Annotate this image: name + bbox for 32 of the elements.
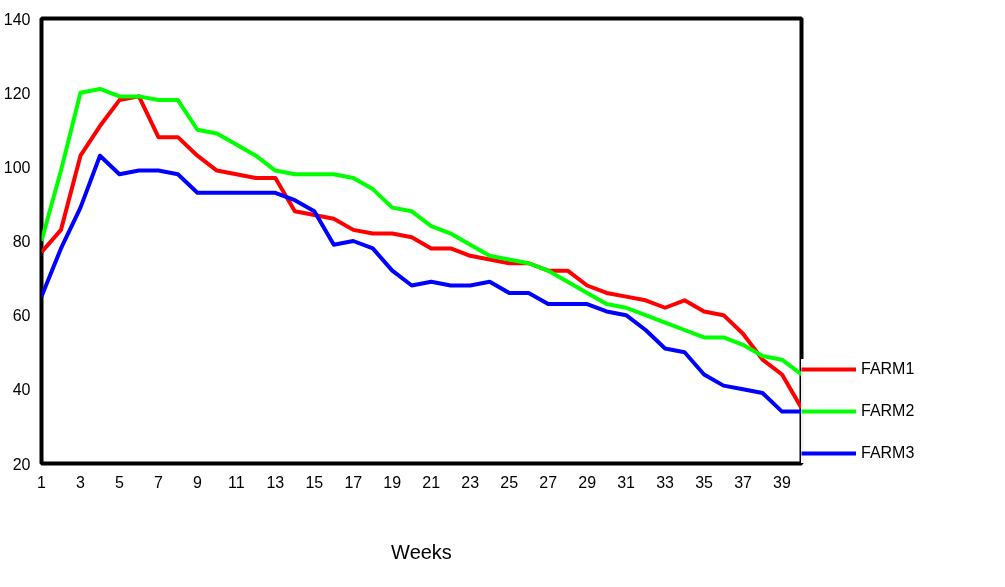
legend-label: FARM2 [861,402,915,420]
y-tick-label: 60 [12,307,31,325]
y-tick-label: 120 [3,84,31,102]
x-tick-label: 35 [695,473,714,491]
x-tick-label: 19 [383,473,402,491]
x-tick-label: 37 [734,473,753,491]
x-tick-label: 29 [578,473,597,491]
x-tick-label: 27 [539,473,558,491]
x-tick-label: 23 [461,473,480,491]
x-tick-label: 1 [37,473,47,491]
line-series [41,153,802,414]
x-tick-label: 3 [76,473,86,491]
x-tick-label: 9 [192,473,202,491]
legend-label: FARM3 [861,444,915,462]
x-tick-label: 39 [773,473,792,491]
x-tick-label: 7 [153,473,163,491]
x-axis-title: Weeks [391,540,452,563]
x-tick-label: 13 [266,473,285,491]
x-tick-label: 15 [305,473,324,491]
x-tick-label: 5 [115,473,124,491]
y-tick-label: 100 [3,158,31,176]
y-tick-label: 140 [3,10,31,28]
x-tick-label: 25 [500,473,519,491]
y-tick-label: 80 [12,233,31,250]
y-tick-label: 20 [12,455,31,473]
y-tick-label: 40 [12,381,31,399]
x-tick-label: 33 [656,473,675,491]
x-tick-label: 11 [228,473,245,491]
x-tick-label: 21 [422,473,441,491]
x-tick-label: 17 [344,473,363,491]
x-tick-label: 31 [617,473,636,491]
legend-label: FARM1 [861,360,915,378]
